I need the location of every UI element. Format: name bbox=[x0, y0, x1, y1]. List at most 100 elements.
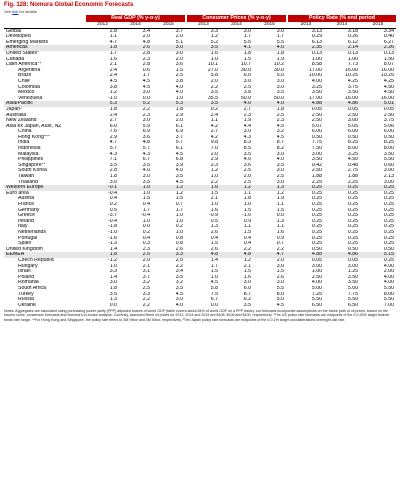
value-cell: 4.50 bbox=[347, 157, 358, 163]
row-label: Colombia bbox=[18, 84, 40, 90]
value-cell: 0.25 bbox=[347, 218, 358, 224]
value-cell: -1.0 bbox=[242, 213, 251, 219]
value-cell: 4.2 bbox=[210, 123, 218, 129]
value-cell: 5.7 bbox=[109, 146, 117, 152]
value-cell: 0.50 bbox=[383, 134, 395, 140]
value-cell: 0.05 bbox=[347, 257, 358, 263]
value-cell: 4.7 bbox=[253, 252, 286, 258]
value-cell: 1.88 bbox=[311, 174, 322, 180]
value-cell: 6.7 bbox=[142, 157, 150, 163]
value-cell: 8.00 bbox=[383, 291, 395, 297]
table-row: Philippines 7.1 6.7 6.8 2.9 4.0 4.0 3.50 4.50 5.5… bbox=[4, 157, 396, 163]
value-cell: 3.2 bbox=[175, 280, 183, 286]
value-cell: 0.05 bbox=[311, 106, 322, 112]
value-cell: 4.00 bbox=[311, 78, 322, 84]
value-cell: 2.4 bbox=[109, 67, 117, 73]
value-cell: 8.25 bbox=[347, 140, 358, 146]
value-cell: 1.6 bbox=[210, 207, 218, 213]
value-cell: 3.0 bbox=[243, 28, 251, 34]
details-link[interactable]: link bbox=[12, 9, 19, 14]
value-cell: 2.1 bbox=[142, 263, 150, 269]
value-cell: 5.50 bbox=[347, 297, 358, 303]
figure-title: Fig. 128: Nomura Global Economic Forecas… bbox=[4, 2, 134, 8]
value-cell: 8.3 bbox=[243, 140, 251, 146]
value-cell: 10.25 bbox=[381, 73, 395, 79]
row-label: India bbox=[18, 140, 30, 146]
value-cell: 5.50 bbox=[311, 297, 322, 303]
value-cell: 2.5 bbox=[276, 174, 284, 180]
policy-header: Policy Rate (% end period bbox=[288, 15, 397, 22]
value-cell: 3.6 bbox=[175, 62, 183, 68]
value-cell: -0.4 bbox=[108, 218, 117, 224]
value-cell: 2.5 bbox=[175, 257, 183, 263]
value-cell: 4.5 bbox=[109, 78, 117, 84]
table-row: United States* 1.7 2.8 3.0 1.6 1.8 1.8 0.13 0.13… bbox=[4, 51, 396, 57]
value-cell: 4.0 bbox=[253, 45, 286, 51]
value-cell: 0.2 bbox=[142, 229, 150, 235]
value-cell: 7.50 bbox=[311, 146, 322, 152]
row-label: Hungary bbox=[18, 263, 38, 269]
value-cell: 0.50 bbox=[383, 246, 395, 252]
column-gap bbox=[185, 185, 187, 191]
value-cell: 4.5 bbox=[175, 179, 183, 185]
value-cell: 9.8 bbox=[210, 140, 218, 146]
value-cell: 3.5 bbox=[276, 90, 284, 96]
value-cell: -1.8 bbox=[108, 224, 117, 230]
value-cell: 3.75 bbox=[347, 84, 358, 90]
row-label: South Korea bbox=[18, 168, 47, 174]
value-cell: 3.25 bbox=[311, 84, 322, 90]
value-cell: 3.0 bbox=[276, 179, 284, 185]
value-cell: 3.50 bbox=[347, 90, 358, 96]
value-cell: 2.5 bbox=[175, 73, 183, 79]
value-cell: 2.5 bbox=[276, 112, 284, 118]
value-cell: 1.0 bbox=[210, 274, 218, 280]
value-cell: 5.5 bbox=[276, 39, 284, 45]
value-cell: 0.25 bbox=[311, 213, 322, 219]
value-cell: 2.3 bbox=[243, 112, 251, 118]
table-row: Mexico 1.2 3.0 4.0 3.5 3.8 3.5 3.50 3.50 4.50 bbox=[4, 90, 396, 96]
value-cell: 6.12 bbox=[347, 39, 358, 45]
value-cell: 2.3 bbox=[142, 112, 150, 118]
year-header: 2014 bbox=[119, 22, 152, 29]
value-cell: 4.0 bbox=[253, 101, 286, 107]
value-cell: 1.5 bbox=[210, 241, 218, 247]
value-cell: 3.0 bbox=[142, 90, 150, 96]
value-cell: 4.0 bbox=[276, 157, 284, 163]
value-cell: 3.5 bbox=[187, 45, 220, 51]
value-cell: 5.3 bbox=[152, 101, 185, 107]
value-cell: 1.2 bbox=[243, 257, 251, 263]
value-cell: 1.50 bbox=[383, 56, 395, 62]
value-cell: 0.25 bbox=[347, 213, 358, 219]
value-cell: 3.5 bbox=[109, 291, 117, 297]
value-cell: 1.0 bbox=[142, 190, 150, 196]
value-cell: 6.1 bbox=[175, 146, 183, 152]
value-cell: 50.0 bbox=[273, 95, 284, 101]
value-cell: 3.3 bbox=[109, 269, 117, 275]
value-cell: 0.25 bbox=[383, 213, 395, 219]
value-cell: 5.15 bbox=[360, 252, 397, 258]
value-cell: -0.4 bbox=[141, 213, 150, 219]
value-cell: 35.5 bbox=[207, 95, 218, 101]
value-cell: 0.25 bbox=[347, 190, 358, 196]
row-label: Romania bbox=[18, 280, 39, 286]
value-cell: 1.7 bbox=[142, 207, 150, 213]
value-cell: 1.8 bbox=[243, 50, 251, 56]
corner-cell bbox=[4, 15, 86, 22]
value-cell: 3.5 bbox=[175, 274, 183, 280]
value-cell: 1.1 bbox=[276, 224, 284, 230]
value-cell: 6.00 bbox=[347, 129, 358, 135]
value-cell: 3.5 bbox=[187, 101, 220, 107]
value-cell: 3.5 bbox=[175, 174, 183, 180]
value-cell: 4.25 bbox=[347, 78, 358, 84]
value-cell: 8.58 bbox=[311, 62, 322, 68]
value-cell: 0.25 bbox=[347, 229, 358, 235]
value-cell: 2.50 bbox=[347, 112, 358, 118]
table-row: Singapore** 3.5 3.5 3.9 2.3 3.6 3.5 0.42 0.48 0.6… bbox=[4, 163, 396, 169]
value-cell: 2.0 bbox=[142, 257, 150, 263]
value-cell: 7.5 bbox=[210, 291, 218, 297]
value-cell: 1.8 bbox=[276, 50, 284, 56]
value-cell: 0.0 bbox=[142, 224, 150, 230]
table-row: Japan¹ 1.8 2.2 1.8 0.2 2.7 1.8 0.05 0.05 0.05 bbox=[4, 107, 396, 113]
cpi-header: Consumer Prices (% y-o-y) bbox=[187, 15, 286, 22]
value-cell: 7.00 bbox=[383, 302, 395, 308]
